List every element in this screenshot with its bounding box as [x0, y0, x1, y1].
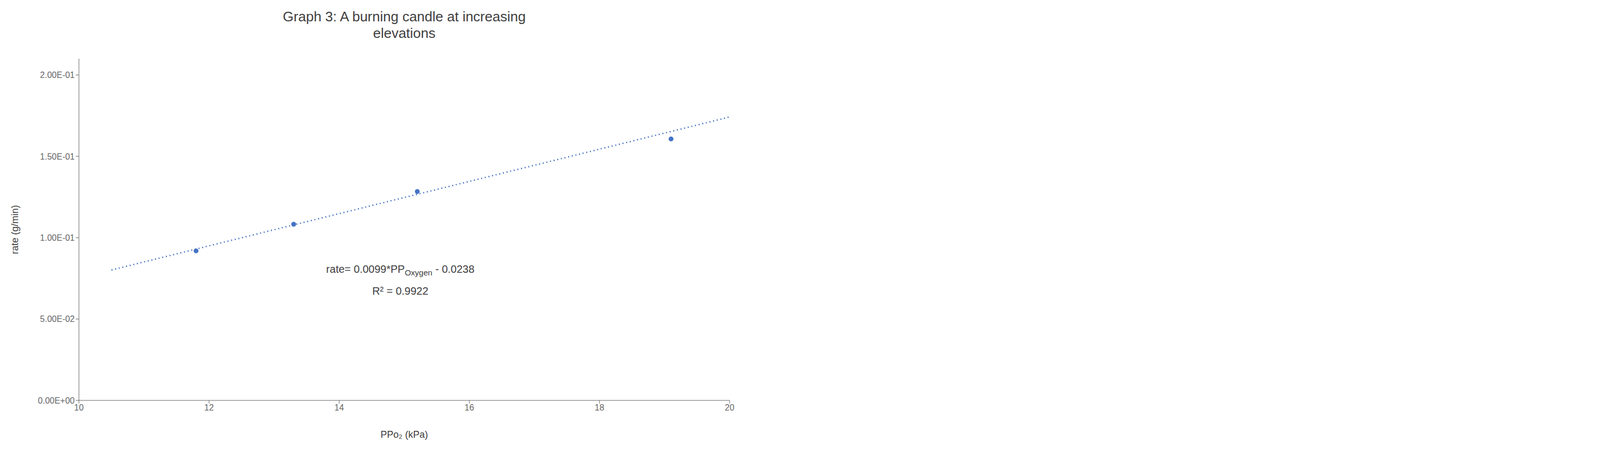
html-text:R² = 0.9922: R² = 0.9922 [372, 284, 429, 297]
svg-text:18: 18 [594, 402, 605, 412]
svg-text:5.00E-02: 5.00E-02 [40, 314, 75, 324]
html-text:Graph 3: A burning candle at i: Graph 3: A burning candle at increasing … [282, 8, 526, 42]
svg-text:rate (g/min): rate (g/min) [9, 204, 21, 254]
svg-text:0.00E+00: 0.00E+00 [37, 395, 75, 405]
html-text:rate= 0.0099*PPOxygen- 0.0238: rate= 0.0099*PPOxygen- 0.0238 [326, 262, 475, 277]
svg-text:10: 10 [74, 402, 84, 412]
svg-text:14: 14 [334, 402, 344, 412]
svg-text:1.50E-01: 1.50E-01 [40, 152, 75, 162]
svg-text:2.00E-01: 2.00E-01 [40, 70, 75, 80]
svg-text:1.00E-01: 1.00E-01 [40, 233, 75, 243]
svg-text:16: 16 [464, 402, 475, 412]
svg-text:12: 12 [204, 402, 214, 412]
svg-text:20: 20 [724, 402, 735, 412]
svg-text:PPo₂ (kPa): PPo₂ (kPa) [380, 428, 428, 440]
